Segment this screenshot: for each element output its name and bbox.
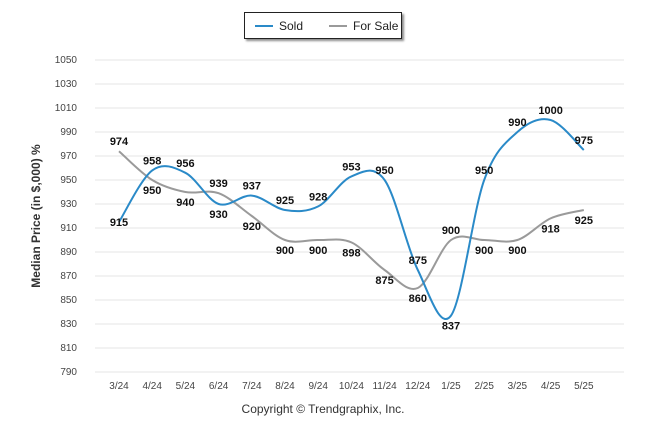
legend-label-forsale: For Sale <box>353 18 399 33</box>
x-tick-label: 7/24 <box>242 381 262 392</box>
y-tick-label: 890 <box>60 247 77 258</box>
series-line-sold <box>118 118 585 320</box>
legend: Sold For Sale <box>244 12 402 39</box>
data-label-forsale: 950 <box>143 185 161 197</box>
y-tick-label: 1050 <box>55 55 78 66</box>
data-label-forsale: 900 <box>442 225 460 237</box>
data-label-forsale: 860 <box>409 293 427 305</box>
x-tick-label: 2/25 <box>474 381 494 392</box>
data-label-sold: 928 <box>309 191 327 203</box>
data-label-sold: 875 <box>409 255 427 267</box>
y-tick-label: 870 <box>60 271 77 282</box>
x-tick-label: 1/25 <box>441 381 461 392</box>
legend-swatch-forsale <box>329 24 348 27</box>
y-tick-label: 930 <box>60 199 77 210</box>
data-label-sold: 837 <box>442 321 460 333</box>
copyright-text: Copyright © Trendgraphix, Inc. <box>241 402 405 416</box>
x-tick-label: 11/24 <box>372 381 397 392</box>
y-tick-label: 850 <box>60 295 77 306</box>
data-label-forsale: 918 <box>541 223 559 235</box>
data-label-sold: 925 <box>276 195 294 207</box>
y-tick-label: 910 <box>60 223 77 234</box>
y-axis-label: Median Price (in $,000) % <box>29 144 43 288</box>
data-label-forsale: 898 <box>342 247 360 259</box>
x-tick-label: 8/24 <box>275 381 295 392</box>
data-label-sold: 1000 <box>538 105 562 117</box>
y-tick-label: 830 <box>60 319 77 330</box>
data-label-sold: 953 <box>342 161 360 173</box>
y-tick-label: 950 <box>60 175 77 186</box>
series-lines <box>118 118 585 320</box>
x-axis-ticks: 3/24 4/24 5/24 6/24 7/24 8/24 9/24 10/24 11/24 12… <box>109 381 594 392</box>
data-label-sold: 930 <box>209 209 227 221</box>
series-line-forsale <box>118 150 585 290</box>
legend-item-forsale[interactable]: For Sale <box>319 19 398 33</box>
x-tick-label: 5/24 <box>176 381 196 392</box>
x-tick-label: 9/24 <box>308 381 328 392</box>
y-tick-label: 1030 <box>55 79 78 90</box>
y-tick-label: 970 <box>60 151 77 162</box>
y-axis-ticks: 790 810 830 850 870 890 910 930 950 970 990 1010 103… <box>55 55 78 378</box>
x-tick-label: 12/24 <box>405 381 430 392</box>
x-tick-label: 5/25 <box>574 381 594 392</box>
data-label-forsale: 925 <box>575 215 593 227</box>
x-tick-label: 4/24 <box>142 381 162 392</box>
data-label-forsale: 900 <box>309 245 327 257</box>
data-label-sold: 990 <box>508 117 526 129</box>
x-tick-label: 6/24 <box>209 381 229 392</box>
data-label-forsale: 900 <box>276 245 294 257</box>
data-label-forsale: 974 <box>110 136 129 148</box>
data-label-sold: 950 <box>475 165 493 177</box>
legend-item-sold[interactable]: Sold <box>245 19 303 33</box>
data-label-forsale: 900 <box>508 245 526 257</box>
data-label-sold: 950 <box>375 165 393 177</box>
data-label-forsale: 900 <box>475 245 493 257</box>
data-labels: 915 958 956 930 937 925 928 953 950 875 837 950 990 1… <box>110 105 593 333</box>
data-label-sold: 958 <box>143 155 161 167</box>
y-tick-label: 1010 <box>55 103 78 114</box>
legend-swatch-sold <box>255 24 273 27</box>
x-tick-label: 4/25 <box>541 381 561 392</box>
data-label-sold: 956 <box>176 158 194 170</box>
y-tick-label: 990 <box>60 127 77 138</box>
legend-label-sold: Sold <box>279 18 304 33</box>
y-tick-label: 790 <box>60 367 77 378</box>
data-label-forsale: 940 <box>176 197 194 209</box>
x-tick-label: 3/25 <box>508 381 528 392</box>
data-label-sold: 975 <box>575 135 593 147</box>
grid-lines <box>95 59 624 373</box>
x-tick-label: 3/24 <box>109 381 129 392</box>
x-tick-label: 10/24 <box>339 381 364 392</box>
data-label-forsale: 875 <box>375 275 393 287</box>
data-label-forsale: 920 <box>243 221 261 233</box>
y-tick-label: 810 <box>60 343 77 354</box>
data-label-sold: 915 <box>110 217 128 229</box>
data-label-sold: 937 <box>243 181 261 193</box>
data-label-forsale: 939 <box>209 178 227 190</box>
